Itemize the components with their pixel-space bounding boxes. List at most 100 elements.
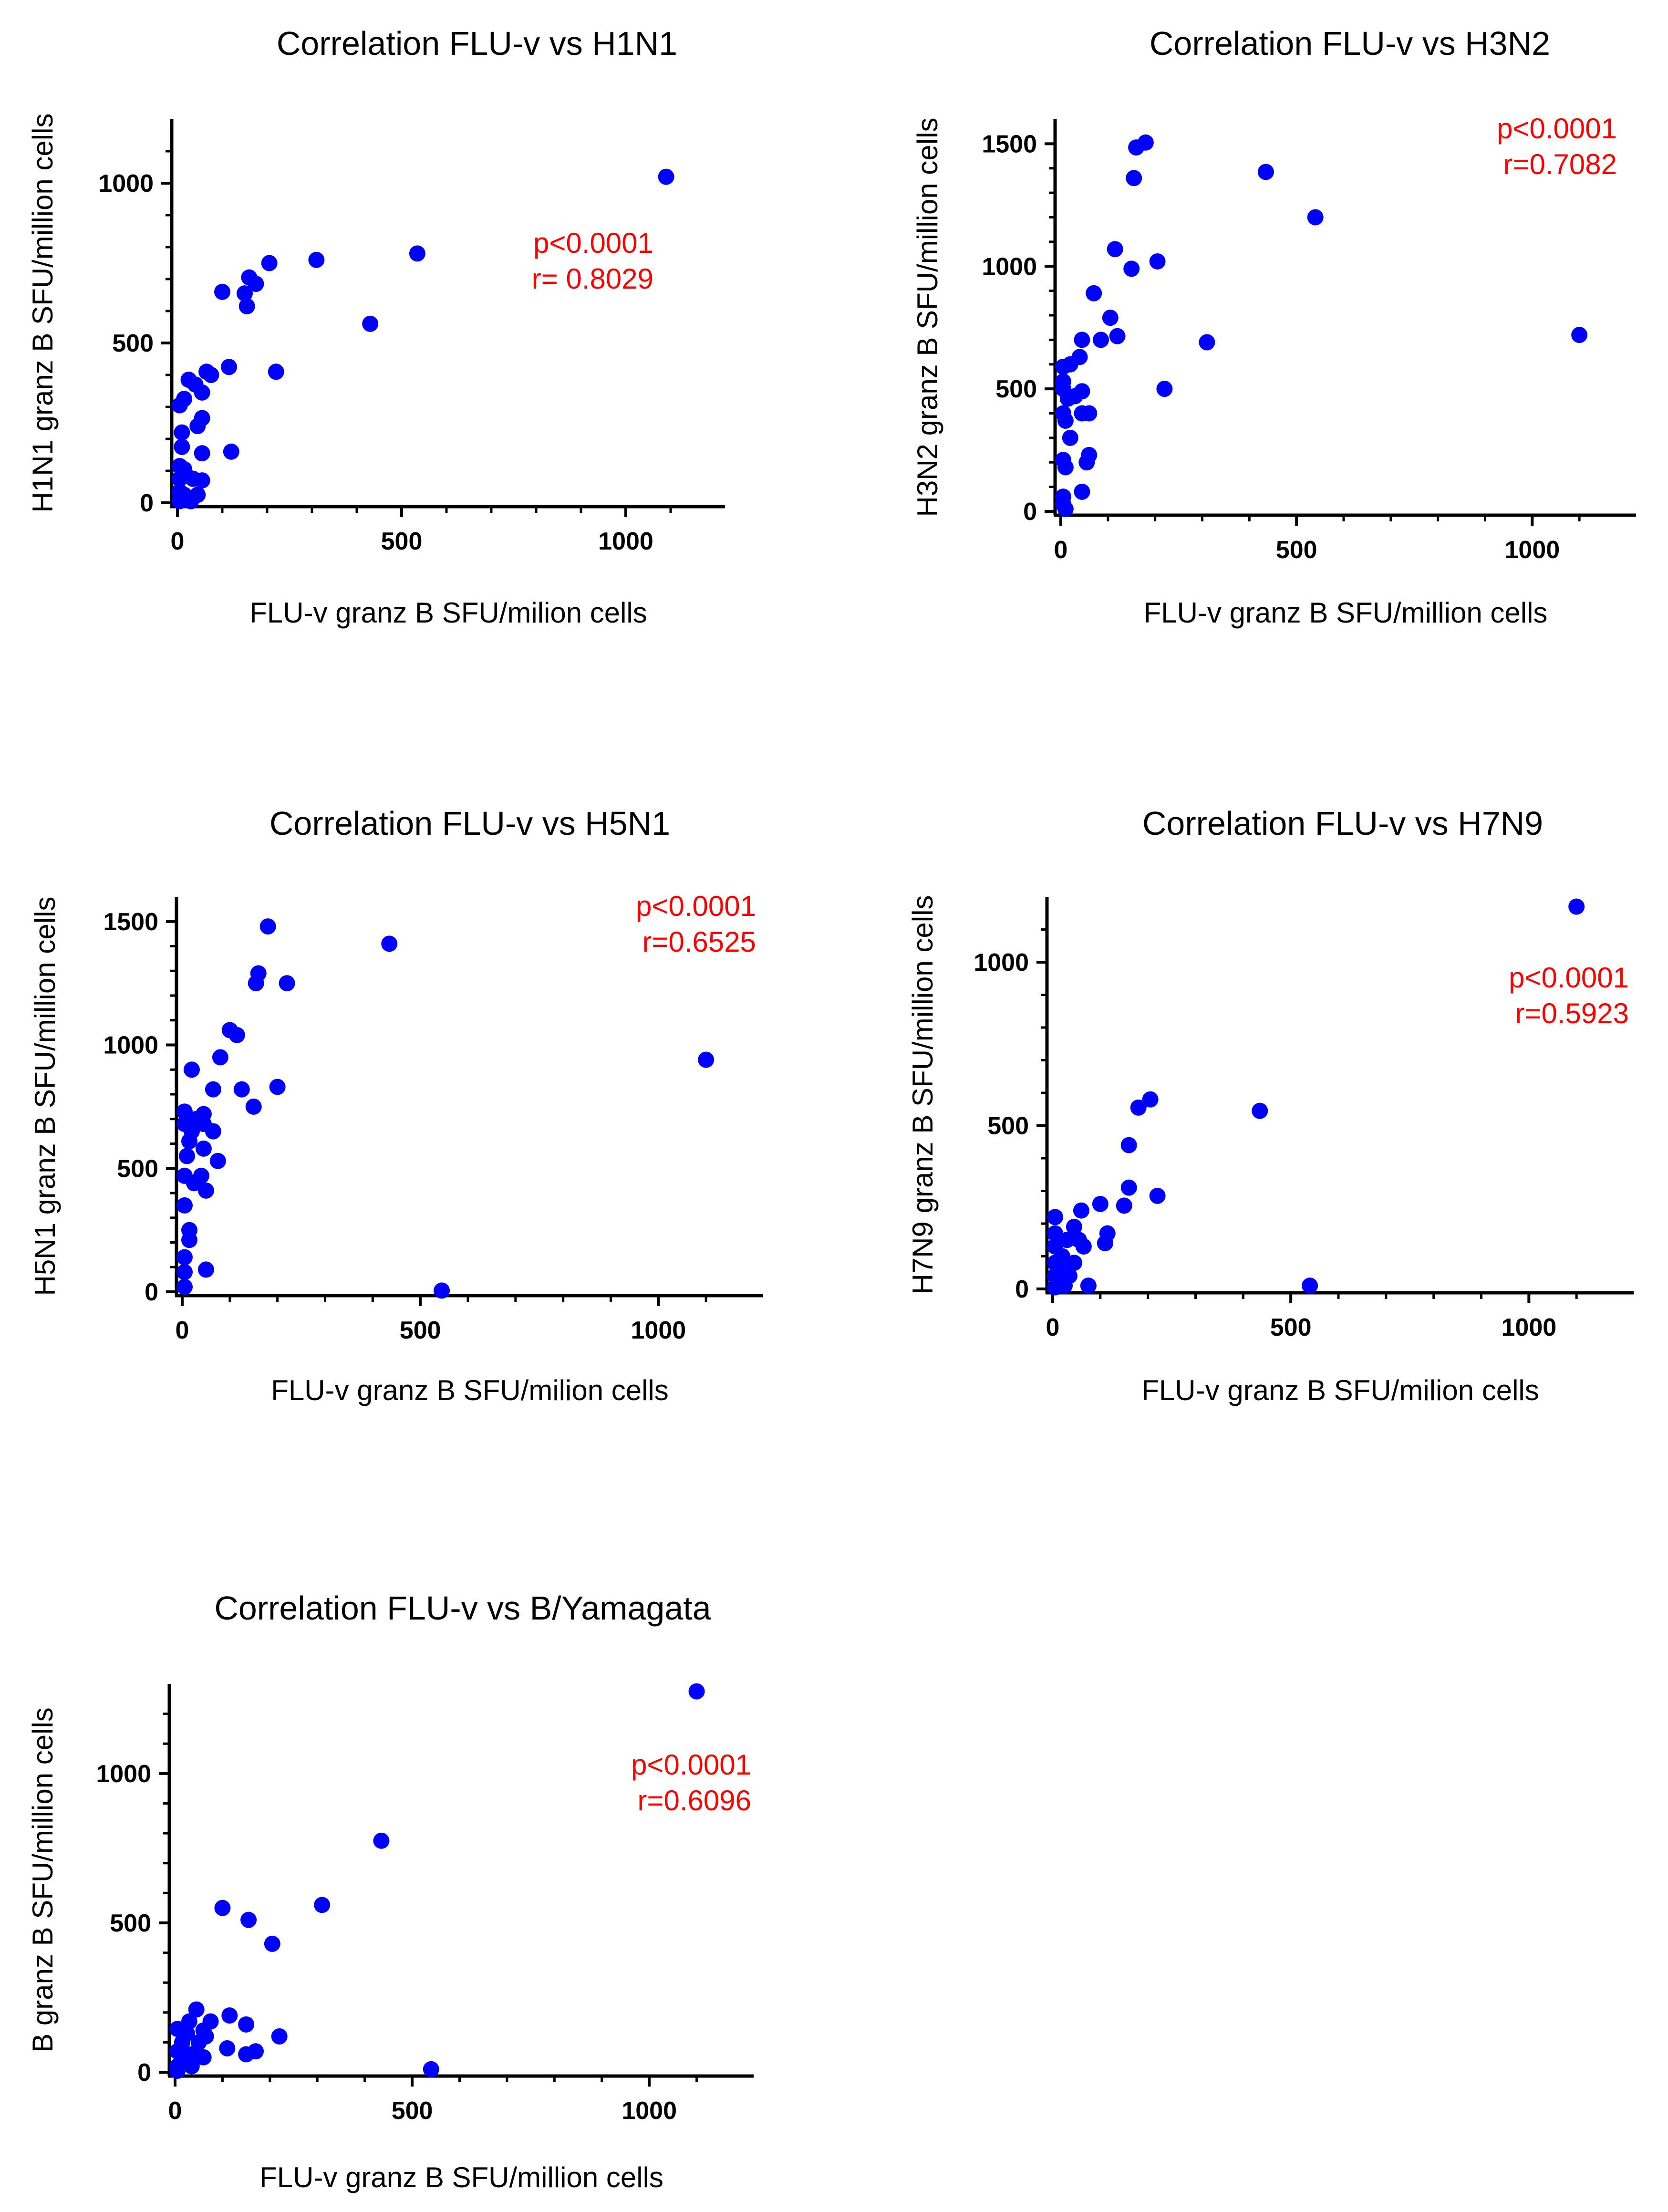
data-point (1156, 381, 1173, 397)
data-point (314, 1897, 331, 1913)
data-point (1066, 1218, 1082, 1235)
x-tick-label: 0 (176, 1317, 189, 1344)
x-axis-label: FLU-v granz B SFU/milion cells (249, 597, 647, 629)
data-point (1149, 1187, 1166, 1204)
x-tick-label: 0 (1054, 536, 1068, 564)
p-value-annotation: p<0.0001 (1509, 962, 1629, 994)
data-point (271, 2028, 288, 2045)
r-value-annotation: r=0.6096 (637, 1785, 751, 1817)
y-tick-label: 0 (140, 489, 154, 517)
data-point (205, 1081, 221, 1098)
data-point (1057, 412, 1074, 429)
x-tick-label: 500 (392, 2097, 433, 2125)
y-tick-label: 1500 (982, 130, 1037, 158)
data-point (362, 315, 379, 332)
data-point (1062, 429, 1078, 446)
x-tick-label: 0 (168, 2097, 182, 2125)
data-point (233, 1081, 250, 1098)
data-point (183, 493, 199, 509)
data-point (214, 1900, 231, 1916)
data-point (221, 359, 238, 375)
y-axis-label: H5N1 granz B SFU/million cells (29, 897, 61, 1296)
data-point (1057, 500, 1074, 517)
data-point (183, 2058, 200, 2075)
data-point (248, 975, 264, 992)
data-point (171, 470, 188, 487)
data-point (1102, 310, 1119, 326)
data-point (214, 283, 230, 300)
data-point (1046, 1209, 1063, 1225)
data-point (1120, 1179, 1137, 1196)
data-point (1046, 1279, 1063, 1296)
data-point (688, 1683, 705, 1700)
data-point (221, 2007, 238, 2024)
data-point (245, 1098, 262, 1115)
data-point (223, 443, 239, 460)
data-point (228, 1027, 245, 1043)
data-point (181, 1133, 197, 1150)
data-point (1092, 1195, 1109, 1212)
y-tick-label: 1000 (974, 949, 1029, 976)
data-point (169, 2062, 186, 2079)
x-axis-label: FLU-v granz B SFU/million cells (259, 2161, 663, 2193)
data-point (209, 1153, 226, 1169)
y-tick-label: 500 (110, 1910, 151, 1937)
data-point (1302, 1277, 1318, 1294)
p-value-annotation: p<0.0001 (1497, 113, 1617, 145)
y-tick-label: 1000 (96, 1760, 151, 1788)
data-point (1257, 164, 1274, 180)
data-point (237, 285, 253, 302)
x-tick-label: 1000 (598, 528, 653, 555)
data-point (1074, 483, 1090, 500)
data-point (264, 1935, 280, 1952)
data-point (171, 493, 188, 509)
data-point (205, 1123, 221, 1140)
data-point (1074, 332, 1090, 348)
chart-panel-4: Correlation FLU-v vs H7N9 0 500 1000 0 500 100… (907, 805, 1634, 1406)
x-axis-label: FLU-v granz B SFU/milion cells (1141, 1374, 1539, 1406)
data-point (238, 2016, 255, 2033)
data-point (197, 1261, 214, 1278)
chart-panel-1: Correlation FLU-v vs H1N1 0 500 1000 0 500 100… (27, 25, 725, 629)
data-point (188, 2001, 205, 2018)
y-tick-label: 0 (145, 1278, 158, 1306)
data-point (186, 1175, 202, 1192)
data-point (259, 918, 276, 935)
x-tick-label: 1000 (1504, 536, 1560, 564)
x-tick-label: 0 (1046, 1314, 1060, 1341)
chart-title: Correlation FLU-v vs H1N1 (277, 25, 677, 62)
y-axis-label: B granz B SFU/million cells (27, 1707, 59, 2053)
data-point (212, 1049, 228, 1066)
data-point (261, 255, 278, 271)
data-point (1149, 253, 1166, 270)
data-point (279, 975, 295, 992)
data-point (1126, 170, 1142, 187)
data-point (1080, 1277, 1097, 1294)
data-point (434, 1282, 450, 1299)
data-point (176, 1264, 193, 1280)
p-value-annotation: p<0.0001 (631, 1749, 751, 1781)
data-point (1066, 1255, 1082, 1271)
x-tick-label: 500 (381, 528, 423, 555)
data-point (1046, 1225, 1063, 1242)
data-point (1073, 1202, 1089, 1219)
data-point (1199, 334, 1215, 351)
data-point (423, 2061, 439, 2077)
data-point (1307, 209, 1324, 226)
x-tick-label: 1000 (622, 2097, 677, 2125)
chart-title: Correlation FLU-v vs H3N2 (1150, 25, 1550, 62)
x-axis-label: FLU-v granz B SFU/million cells (1144, 597, 1548, 629)
data-point (194, 472, 210, 489)
data-point (195, 1140, 212, 1157)
data-point (1107, 241, 1123, 258)
data-point (176, 1249, 193, 1266)
data-point (373, 1832, 390, 1849)
data-point (1568, 898, 1585, 915)
data-point (1081, 447, 1098, 463)
data-point (195, 2049, 212, 2066)
x-tick-label: 1000 (1501, 1314, 1556, 1341)
data-point (1109, 328, 1126, 344)
r-value-annotation: r=0.5923 (1515, 997, 1629, 1029)
y-axis-label: H3N2 granz B SFU/million cells (912, 118, 943, 517)
r-value-annotation: r=0.7082 (1503, 148, 1617, 180)
